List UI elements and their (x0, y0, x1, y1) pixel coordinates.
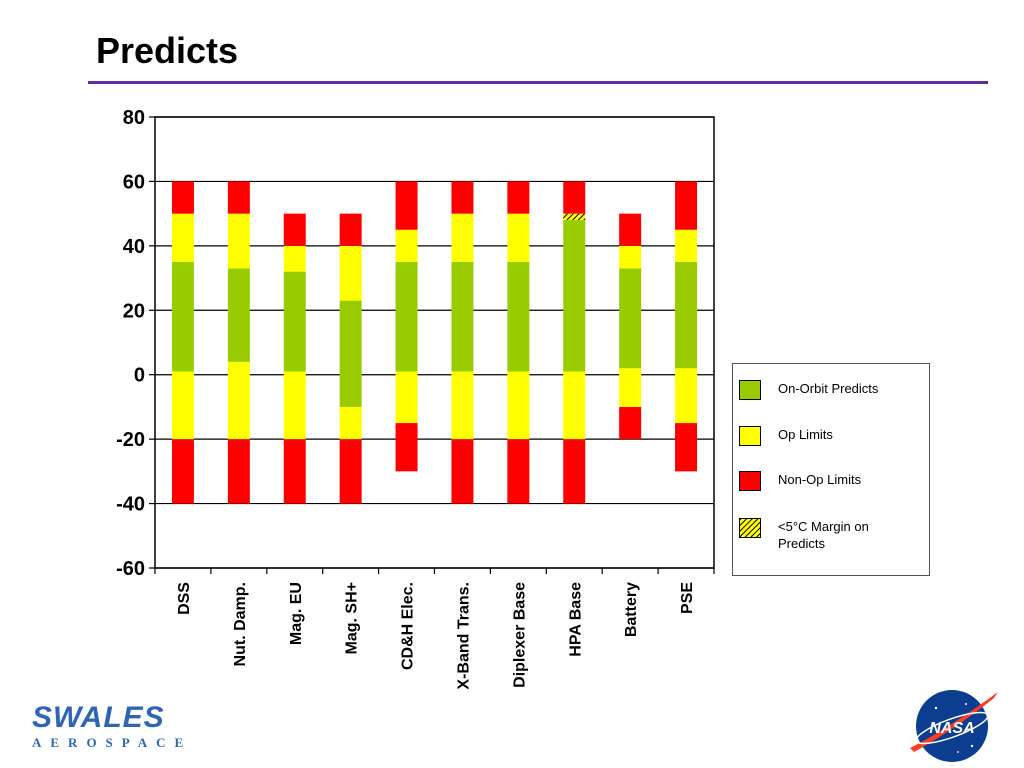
bar-segment (563, 220, 586, 372)
bar-segment (395, 229, 418, 262)
bar-segment (395, 181, 418, 230)
legend-label: Non-Op Limits (778, 472, 862, 487)
legend-item-op-limits: Op Limits (739, 426, 908, 446)
y-tick-label: -40 (116, 494, 145, 516)
legend-label: <5°C Margin on Predicts (778, 519, 869, 551)
x-category-label: Nut. Damp. (232, 582, 249, 666)
title-divider (88, 81, 988, 84)
bar-segment (227, 181, 250, 214)
legend-swatch-margin (739, 518, 761, 538)
swales-aerospace-logo: SWALES AEROSPACE (32, 703, 192, 751)
page-title: Predicts (96, 30, 239, 71)
bar-segment (507, 371, 530, 440)
bar-segment (675, 261, 698, 369)
bar-segment (283, 271, 306, 372)
bar-segment (451, 371, 474, 440)
y-tick-label: 40 (123, 236, 145, 258)
bar-segment (675, 181, 698, 230)
x-category-label: Diplexer Base (511, 582, 528, 688)
chart-legend: On-Orbit Predicts Op Limits Non-Op Limit… (732, 363, 930, 576)
bar-segment (171, 439, 194, 504)
bar-segment (507, 213, 530, 262)
x-category-label: HPA Base (567, 582, 584, 657)
bar-segment (339, 406, 362, 440)
x-category-label: Mag. EU (288, 582, 305, 645)
bar-segment (171, 371, 194, 440)
bar-segment (339, 300, 362, 407)
legend-swatch-op-limits (739, 426, 761, 446)
bar-segment (619, 368, 642, 407)
bar-segment (227, 361, 250, 440)
bar-segment (283, 213, 306, 246)
bar-segment (283, 439, 306, 504)
bar-segment (395, 423, 418, 472)
bar-segment (507, 181, 530, 214)
bar-segment (675, 423, 698, 472)
swales-logo-subtitle: AEROSPACE (32, 735, 193, 750)
y-tick-label: -60 (116, 558, 145, 580)
x-category-label: CD&H Elec. (400, 582, 417, 670)
bar-segment (507, 439, 530, 504)
x-category-label: DSS (176, 582, 193, 615)
nasa-logo-text: NASA (929, 720, 974, 737)
bar-segment (563, 371, 586, 440)
swales-logo-word: SWALES (32, 701, 165, 734)
legend-swatch-on-orbit (739, 380, 761, 400)
bar-segment (395, 371, 418, 424)
bar-segment (227, 213, 250, 269)
x-category-label: X-Band Trans. (455, 582, 472, 690)
y-tick-label: 80 (123, 107, 145, 129)
legend-swatch-non-op-limits (739, 471, 761, 491)
bar-segment (339, 439, 362, 504)
y-tick-label: 20 (123, 300, 145, 322)
bar-segment (619, 245, 642, 269)
bar-segment (339, 213, 362, 246)
y-tick-label: 0 (134, 365, 145, 387)
x-category-label: Mag. SH+ (344, 582, 361, 654)
legend-item-margin: <5°C Margin on Predicts (739, 518, 908, 552)
bar-segment (171, 181, 194, 214)
bar-segment (675, 229, 698, 262)
bar-segment (171, 213, 194, 262)
bar-segment (563, 213, 586, 221)
bar-segment (451, 213, 474, 262)
bar-segment (451, 439, 474, 504)
bar-segment (395, 261, 418, 372)
legend-label: Op Limits (778, 427, 833, 442)
x-category-label: PSE (679, 582, 696, 614)
bar-segment (619, 406, 642, 440)
y-tick-label: -20 (116, 429, 145, 451)
bar-segment (171, 261, 194, 372)
bar-segment (619, 268, 642, 369)
y-tick-label: 60 (123, 171, 145, 193)
bar-segment (451, 261, 474, 372)
bar-segment (283, 245, 306, 272)
bar-segment (619, 213, 642, 246)
bar-segment (227, 268, 250, 362)
bar-segment (283, 371, 306, 440)
bar-segment (339, 245, 362, 301)
bar-segment (507, 261, 530, 372)
bar-segment (563, 439, 586, 504)
nasa-logo: NASA (910, 690, 998, 762)
bar-segment (563, 181, 586, 214)
bar-segment (675, 368, 698, 424)
legend-item-on-orbit: On-Orbit Predicts (739, 380, 908, 400)
x-category-label: Battery (623, 582, 640, 637)
legend-item-non-op-limits: Non-Op Limits (739, 471, 908, 491)
legend-label: On-Orbit Predicts (778, 381, 879, 396)
bar-segment (227, 439, 250, 504)
bar-segment (451, 181, 474, 214)
